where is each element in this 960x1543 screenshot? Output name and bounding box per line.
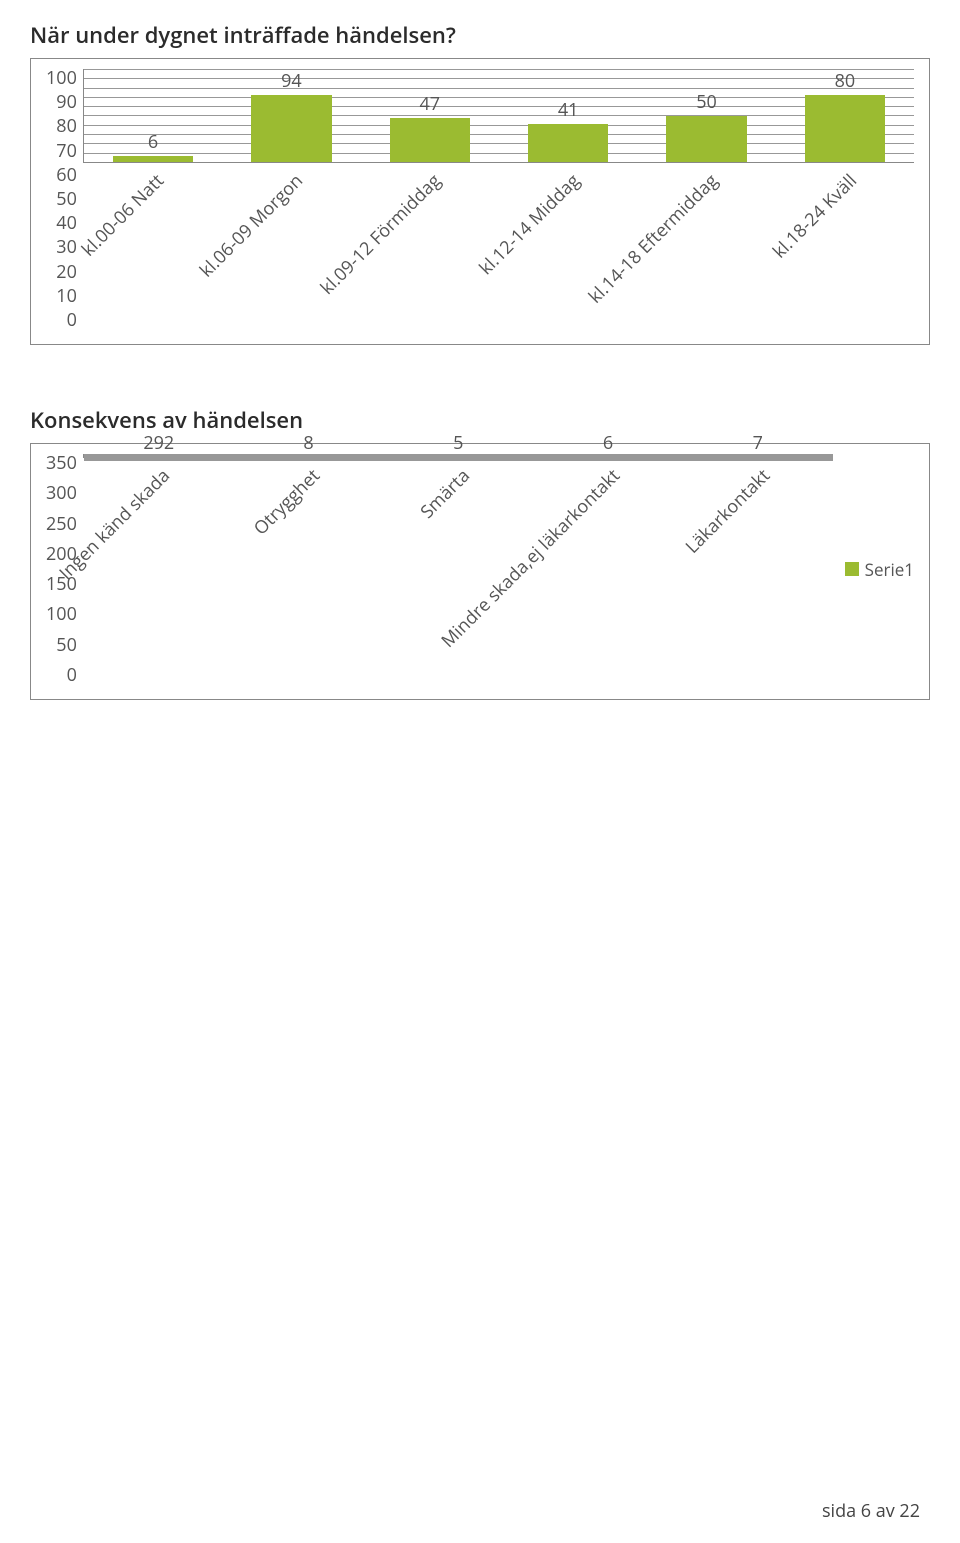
chart1-ytick: 100 [46,69,77,87]
chart2-ytick: 50 [56,636,77,654]
chart1-ytick: 60 [56,166,77,184]
chart1-bars: 6 94 47 41 50 80 [84,69,914,162]
chart2-bar-value: 6 [603,431,613,455]
chart1-bar-rect [113,156,193,162]
chart1-container: 1009080706050403020100 69447415080 kl.00… [30,58,930,345]
chart2-bar-slot: 8 [234,454,384,457]
chart1-xtick-label: kl.18-24 Kväll [767,169,861,263]
chart2-container: 350300250200150100500 2928567 Ingen känd… [30,443,930,700]
chart2-legend: Serie1 [833,454,914,684]
chart2-bar-slot: 292 [84,454,234,457]
chart2-ytick: 100 [46,605,77,623]
chart1-ytick: 40 [56,214,77,232]
chart1-bar-rect [251,95,331,162]
chart2-legend-label: Serie1 [865,558,914,581]
chart1-bar-slot: 50 [637,69,775,162]
chart1-plot: 6 94 47 41 50 80 [83,69,914,163]
chart2-ytick: 350 [46,454,77,472]
chart1-xaxis: kl.00-06 Nattkl.06-09 Morgonkl.09-12 För… [83,169,914,329]
chart2-ytick: 250 [46,515,77,533]
page-footer: sida 6 av 22 [822,1499,920,1523]
chart2-ytick: 0 [67,666,77,684]
chart2-xtick-label: Läkarkontakt [680,464,775,559]
chart2-bar-value: 292 [143,431,174,455]
chart1-xtick-label: kl.00-06 Natt [77,169,169,261]
chart2-bar-slot: 7 [683,454,833,457]
chart1-bar-rect [528,124,608,162]
chart1-bar-value: 94 [281,69,302,93]
chart1-bar-rect [805,95,885,162]
chart1-ytick: 90 [56,93,77,111]
chart1-bar-value: 47 [419,92,440,116]
chart2-xaxis: Ingen känd skadaOtrygghetSmärtaMindre sk… [83,464,833,684]
chart1-ytick: 10 [56,287,77,305]
chart2-legend-item: Serie1 [845,558,914,581]
chart1-bar-slot: 41 [499,69,637,162]
chart2-bar-slot: 6 [533,454,683,457]
chart1-ytick: 20 [56,263,77,281]
chart1-bar-slot: 47 [361,69,499,162]
chart2-bar-value: 7 [753,431,763,455]
chart1-ytick: 80 [56,117,77,135]
chart2-plot: 2928567 [83,454,833,458]
legend-swatch-icon [845,562,859,576]
chart1-yaxis: 1009080706050403020100 [46,69,83,329]
chart2-bars: 2928567 [84,454,833,457]
chart1-bar-slot: 80 [776,69,914,162]
chart2-bar-value: 5 [453,431,463,455]
chart1-bar-value: 80 [835,69,856,93]
chart2-xtick-label: Otrygghet [248,464,324,540]
chart1-bar-slot: 6 [84,69,222,162]
chart1-bar-slot: 94 [222,69,360,162]
chart2-ytick: 300 [46,484,77,502]
chart1-ytick: 50 [56,190,77,208]
chart2-bar-slot: 5 [383,454,533,457]
chart1-bar-value: 41 [558,98,579,122]
chart1-bar-value: 6 [148,130,158,154]
chart1-ytick: 30 [56,238,77,256]
chart2-bar-value: 8 [303,431,313,455]
chart1-ytick: 0 [67,311,77,329]
chart1-ytick: 70 [56,142,77,160]
chart1-bar-rect [390,118,470,162]
chart2-xtick-label: Smärta [415,464,475,524]
chart1-bar-value: 50 [696,90,717,114]
chart1-bar-rect [666,116,746,163]
chart1-title: När under dygnet inträffade händelsen? [30,20,930,50]
